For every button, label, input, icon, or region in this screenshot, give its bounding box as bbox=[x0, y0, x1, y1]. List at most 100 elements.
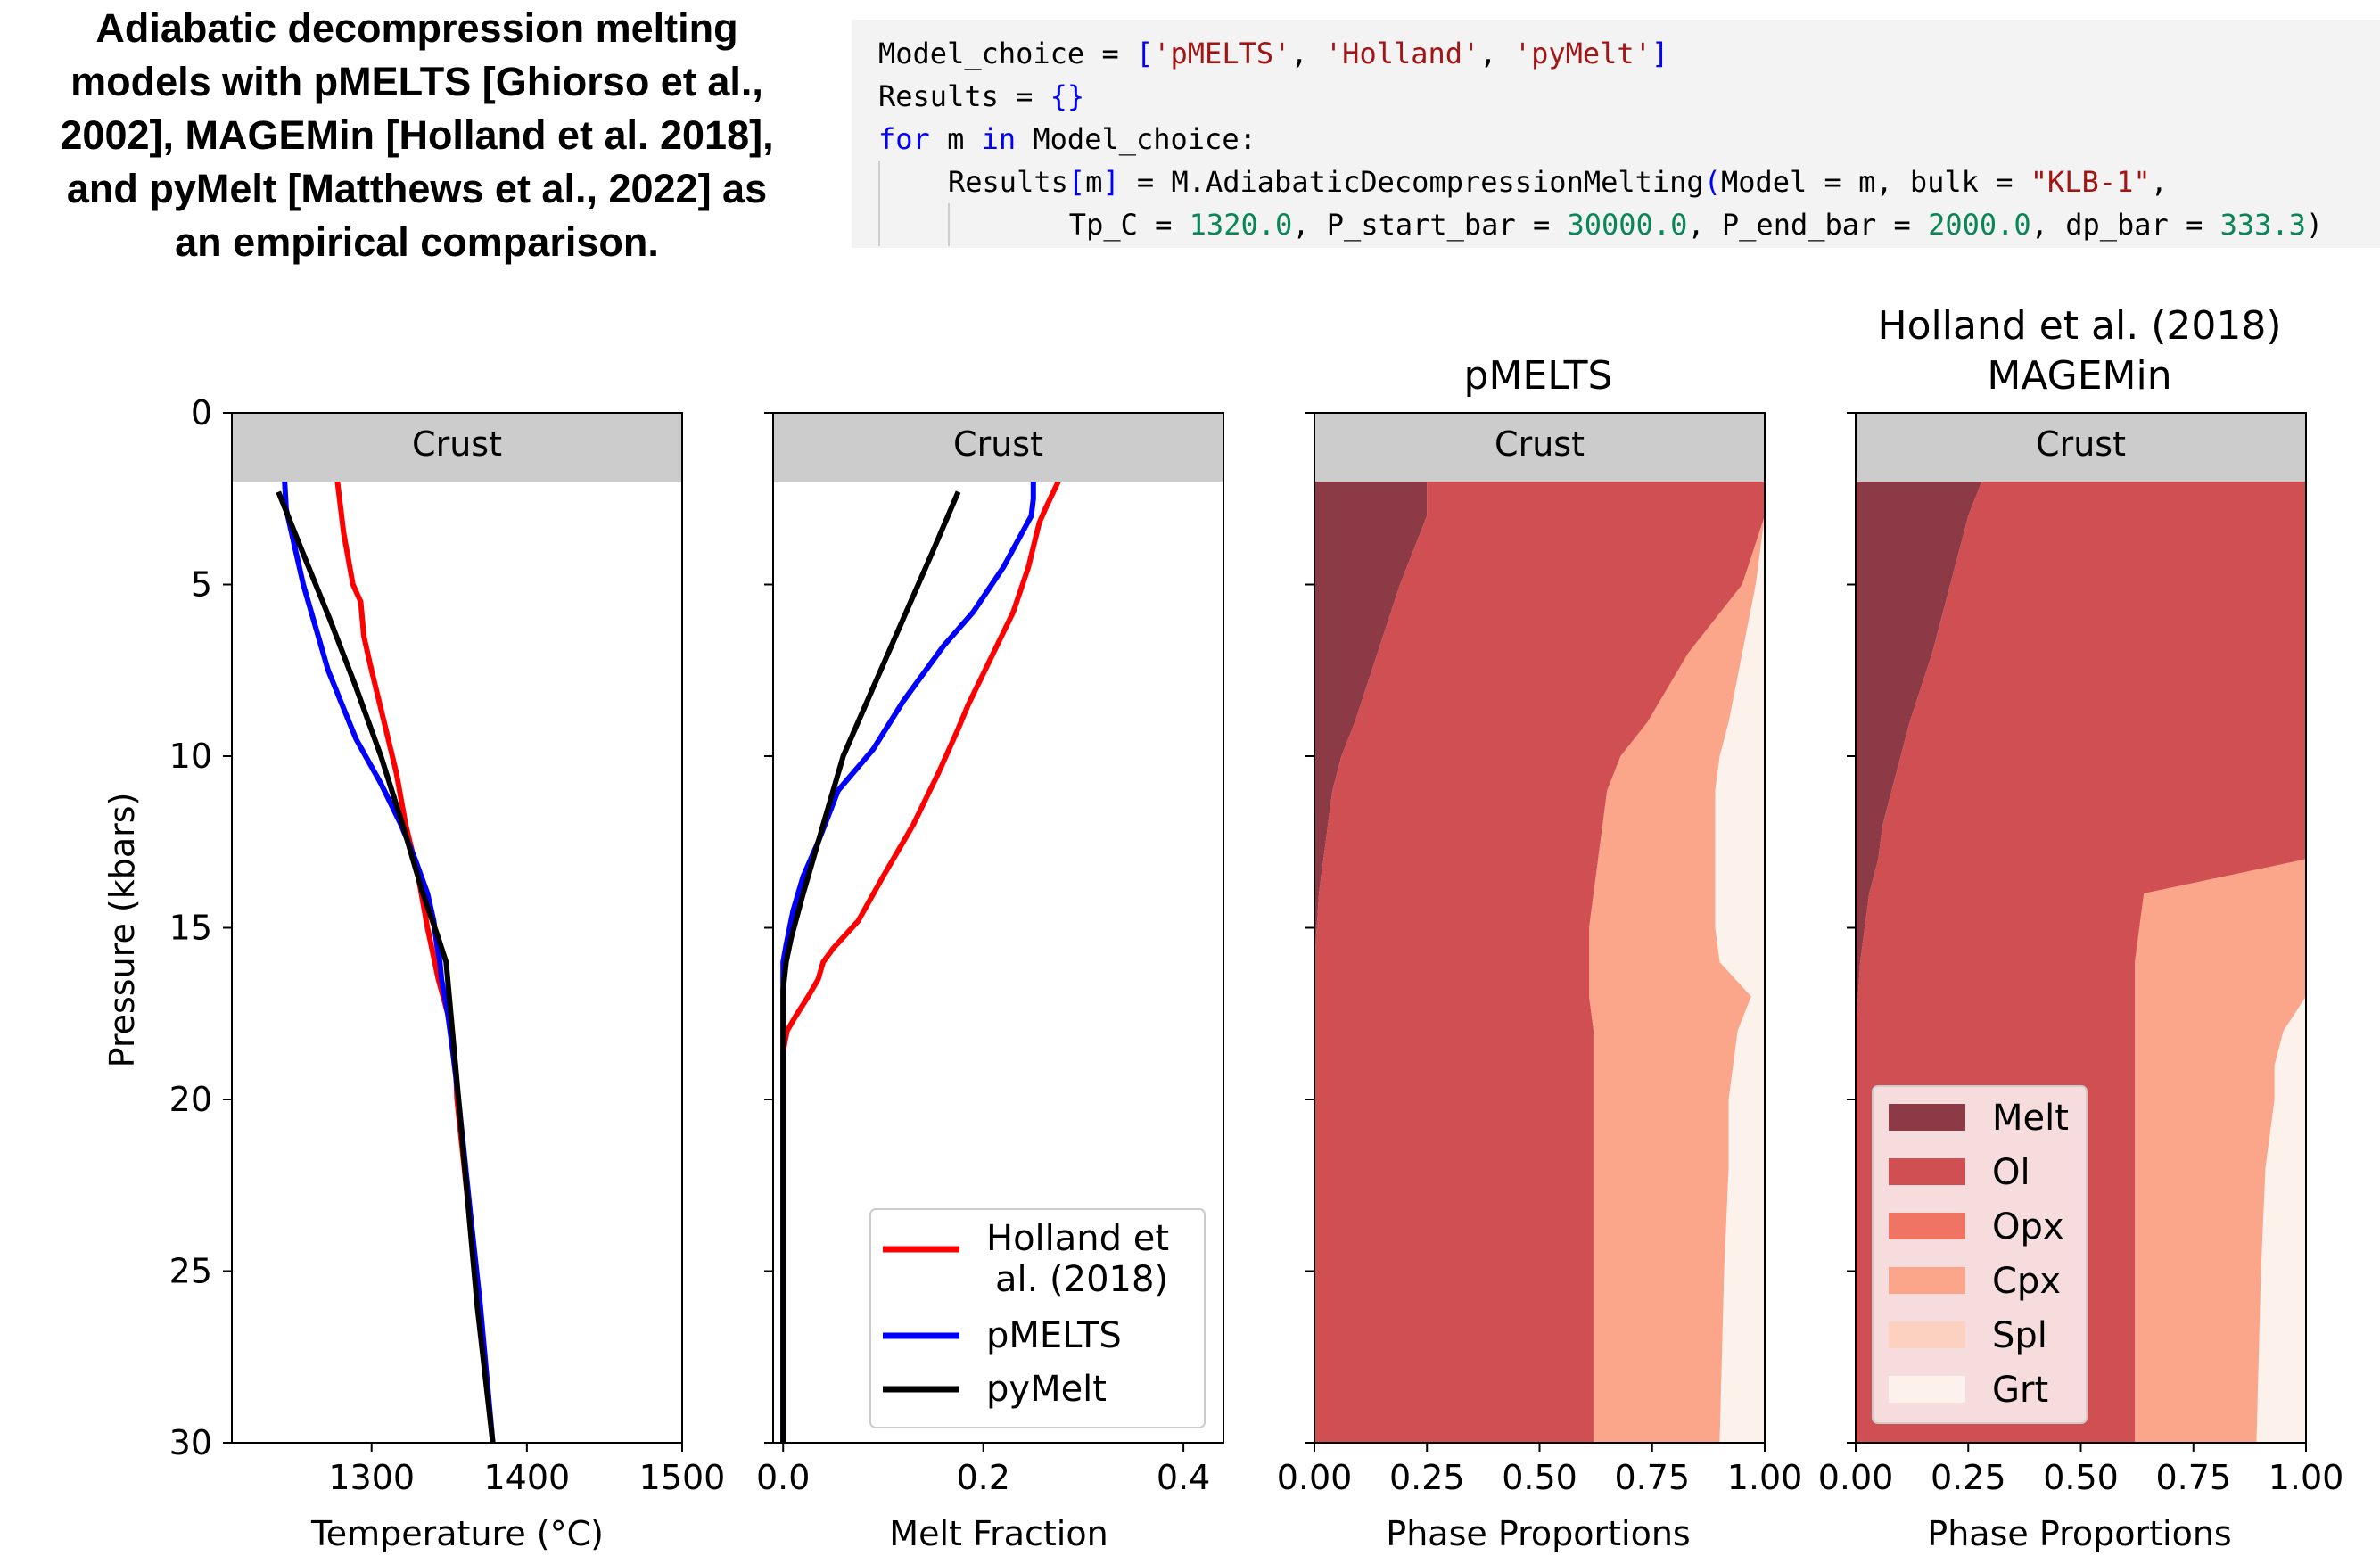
crust-band bbox=[1314, 413, 1765, 482]
legend-label: al. (2018) bbox=[995, 1259, 1168, 1300]
title-line: models with pMELTS [Ghiorso et al., bbox=[70, 59, 763, 104]
x-tick-label: 1.00 bbox=[2269, 1458, 2344, 1497]
x-tick-label: 0.00 bbox=[1277, 1458, 1353, 1497]
x-tick-label: 0.50 bbox=[1502, 1458, 1577, 1497]
x-tick-label: 0.0 bbox=[756, 1458, 810, 1497]
legend-label-cpx: Cpx bbox=[1992, 1261, 2061, 1302]
phase-area-melt bbox=[1314, 482, 1428, 1443]
x-tick-label: 1500 bbox=[639, 1458, 726, 1497]
code-token: in bbox=[981, 122, 1017, 156]
title-line: and pyMelt [Matthews et al., 2022] as bbox=[66, 166, 768, 211]
panel-phase-pmelts: Crust 0.00 0.25 0.50 0.75 1.00 bbox=[1277, 412, 1803, 1497]
crust-band bbox=[1856, 413, 2306, 482]
series-line-pmelts bbox=[282, 481, 496, 1443]
y-tick-label: 10 bbox=[169, 737, 212, 776]
code-token: 333.3 bbox=[2219, 208, 2306, 242]
legend-swatch-melt bbox=[1889, 1104, 1965, 1131]
code-token: Results bbox=[948, 165, 1068, 199]
code-token: Model_choice: bbox=[1016, 122, 1256, 156]
legend-box bbox=[869, 1208, 1206, 1428]
y-tick-label: 0 bbox=[191, 393, 212, 432]
plot-area bbox=[276, 481, 496, 1443]
code-token: for bbox=[878, 122, 930, 156]
code-token: Model_choice = bbox=[878, 37, 1136, 70]
x-tick-label: 0.25 bbox=[1389, 1458, 1465, 1497]
code-token: , bbox=[1290, 37, 1325, 70]
code-line-4: Results[m] = M.AdiabaticDecompressionMel… bbox=[878, 161, 2380, 203]
indent-guide bbox=[878, 203, 948, 246]
figure: pMELTS Holland et al. (2018) MAGEMin Pre… bbox=[103, 303, 2344, 1553]
x-axis-label-temperature: Temperature (°C) bbox=[310, 1514, 604, 1553]
panel-title-holland-line2: MAGEMin bbox=[1987, 353, 2171, 399]
x-tick-label: 0.00 bbox=[1818, 1458, 1894, 1497]
code-token: 'pyMelt' bbox=[1513, 37, 1651, 70]
phase-area-melt bbox=[1856, 482, 1982, 1443]
x-tick-label: 1300 bbox=[328, 1458, 415, 1497]
legend-label-spl: Spl bbox=[1992, 1315, 2047, 1356]
panel-title-holland-line1: Holland et al. (2018) bbox=[1878, 303, 2282, 349]
legend-label: pMELTS bbox=[986, 1315, 1122, 1356]
figure-title: Adiabatic decompression melting models w… bbox=[9, 2, 825, 269]
code-block: Model_choice = ['pMELTS', 'Holland', 'py… bbox=[852, 20, 2380, 248]
code-token: {} bbox=[1050, 79, 1085, 113]
legend-swatch-grt bbox=[1889, 1376, 1965, 1403]
x-tick-label: 0.75 bbox=[1614, 1458, 1690, 1497]
legend-label-grt: Grt bbox=[1992, 1370, 2048, 1411]
legend-label: Holland et bbox=[986, 1218, 1169, 1259]
y-tick-label: 15 bbox=[169, 909, 212, 948]
x-tick-label: 0.75 bbox=[2155, 1458, 2231, 1497]
code-token: ] bbox=[1651, 37, 1669, 70]
x-axis-label-phase-pmelts: Phase Proportions bbox=[1386, 1514, 1690, 1553]
y-tick-label: 20 bbox=[169, 1080, 212, 1119]
legend-swatch-spl bbox=[1889, 1321, 1965, 1348]
code-token: m bbox=[1085, 165, 1103, 199]
crust-label: Crust bbox=[1495, 424, 1585, 464]
code-token: Tp_C = bbox=[1068, 208, 1190, 242]
code-line-1: Model_choice = ['pMELTS', 'Holland', 'py… bbox=[878, 32, 2380, 75]
code-line-5: Tp_C = 1320.0, P_start_bar = 30000.0, P_… bbox=[878, 203, 2380, 246]
panel-temperature: Crust 0 5 10 15 20 25 30 1300 1400 1500 bbox=[169, 393, 726, 1497]
code-token: Model = m, bulk = bbox=[1720, 165, 2030, 199]
x-tick-label: 0.2 bbox=[956, 1458, 1009, 1497]
x-tick-label: 0.50 bbox=[2043, 1458, 2119, 1497]
indent-guide bbox=[878, 161, 948, 203]
code-token: , bbox=[1479, 37, 1514, 70]
code-token: Results = bbox=[878, 79, 1050, 113]
series-line-holland bbox=[780, 480, 1061, 1443]
x-tick-label: 1.00 bbox=[1727, 1458, 1803, 1497]
code-token: 2000.0 bbox=[1928, 208, 2031, 242]
x-tick-label: 1400 bbox=[484, 1458, 571, 1497]
phase-area-grt bbox=[1715, 482, 1765, 1443]
x-axis-label-phase-holland: Phase Proportions bbox=[1927, 1514, 2231, 1553]
legend-label: pyMelt bbox=[986, 1369, 1107, 1410]
crust-band bbox=[232, 413, 682, 482]
code-token: ] bbox=[1102, 165, 1120, 199]
crust-label: Crust bbox=[412, 424, 502, 464]
title-line: 2002], MAGEMin [Holland et al. 2018], bbox=[60, 112, 774, 158]
code-token: "KLB-1" bbox=[2030, 165, 2151, 199]
code-line-2: Results = {} bbox=[878, 75, 2380, 118]
phase-area-cpx bbox=[2135, 482, 2306, 1443]
legend-label-opx: Opx bbox=[1992, 1206, 2064, 1247]
code-line-3: for m in Model_choice: bbox=[878, 118, 2380, 161]
code-token: = M.AdiabaticDecompressionMelting bbox=[1119, 165, 1704, 199]
legend-swatch-cpx bbox=[1889, 1267, 1965, 1294]
code-token: , P_start_bar = bbox=[1292, 208, 1568, 242]
series-line-holland bbox=[334, 481, 496, 1443]
panel-phase-holland: Crust 0.00 0.25 0.50 0.75 1.00 Melt Ol Opx Cpx Spl… bbox=[1818, 412, 2344, 1497]
phase-area-grt bbox=[2256, 482, 2306, 1443]
code-token: ) bbox=[2305, 208, 2324, 242]
plot-area bbox=[1314, 482, 1765, 1443]
code-token: 'Holland' bbox=[1324, 37, 1480, 70]
code-token: 'pMELTS' bbox=[1153, 37, 1291, 70]
legend-label-ol: Ol bbox=[1992, 1152, 2030, 1193]
x-axis-label-melt-fraction: Melt Fraction bbox=[889, 1514, 1108, 1553]
plot-area bbox=[780, 480, 1061, 1443]
code-token: , P_end_bar = bbox=[1687, 208, 1929, 242]
y-tick-label: 5 bbox=[191, 565, 212, 605]
title-line: Adiabatic decompression melting bbox=[95, 5, 738, 51]
indent-guide bbox=[948, 203, 1017, 246]
x-tick-label: 0.4 bbox=[1157, 1458, 1210, 1497]
code-token: ( bbox=[1703, 165, 1721, 199]
